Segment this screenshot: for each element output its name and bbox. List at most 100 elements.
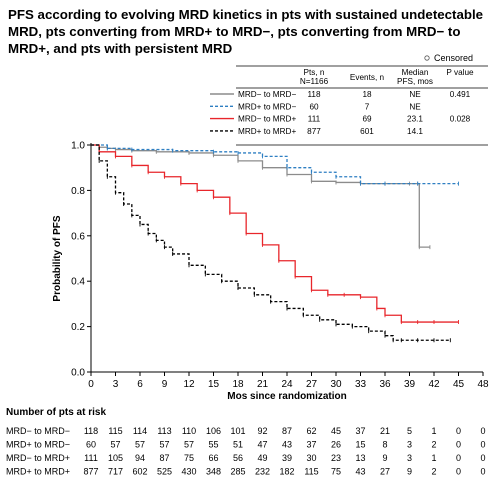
legend-pts: 111	[308, 115, 321, 124]
x-tick-label: 39	[404, 379, 416, 390]
risk-value: 49	[257, 453, 267, 463]
risk-value: 114	[133, 426, 147, 436]
x-tick-label: 48	[477, 379, 489, 390]
risk-value: 56	[233, 453, 243, 463]
legend-pvalue: 0.491	[450, 90, 471, 99]
legend-table: Censored Pts, n N=1166 Events, n Median …	[210, 53, 488, 146]
risk-table-title: Number of pts at risk	[6, 407, 107, 418]
legend-events: 7	[365, 102, 370, 111]
risk-value: 26	[331, 440, 341, 450]
risk-value: 55	[208, 440, 218, 450]
x-tick-label: 15	[208, 379, 220, 390]
risk-value: 2	[431, 440, 436, 450]
risk-value: 0	[456, 440, 461, 450]
legend-events: 601	[360, 127, 374, 136]
risk-value: 92	[257, 426, 267, 436]
risk-row-label: MRD− to MRD−	[6, 426, 70, 436]
y-tick-label: 0.2	[71, 322, 85, 333]
risk-value: 23	[331, 453, 341, 463]
x-tick-label: 45	[453, 379, 465, 390]
series-line-0	[91, 144, 430, 248]
legend-events: 69	[362, 115, 372, 124]
risk-value: 0	[480, 440, 485, 450]
y-tick-label: 0.8	[71, 186, 85, 197]
legend-series-name: MRD+ to MRD+	[238, 127, 296, 136]
risk-value: 2	[431, 467, 436, 477]
risk-value: 1	[431, 426, 436, 436]
risk-value: 111	[84, 453, 98, 463]
risk-value: 115	[304, 467, 318, 477]
risk-value: 877	[83, 467, 98, 477]
risk-value: 57	[159, 440, 169, 450]
legend-pts: 118	[307, 90, 320, 99]
censored-label: Censored	[434, 53, 473, 63]
risk-value: 348	[206, 467, 221, 477]
risk-value: 0	[456, 453, 461, 463]
axes: 0 3 6 9 12 15 18 21 24 27 30 33 36 39 42 45 480.00.20.40…	[52, 141, 489, 403]
risk-value: 110	[182, 426, 196, 436]
legend-events: 18	[362, 90, 372, 99]
x-tick-label: 24	[281, 379, 293, 390]
risk-value: 1	[431, 453, 436, 463]
legend-header-pts: Pts, n	[304, 68, 325, 77]
legend-header-pfs: PFS, mos	[397, 77, 433, 86]
risk-value: 62	[306, 426, 316, 436]
risk-value: 182	[279, 467, 294, 477]
risk-value: 0	[456, 467, 461, 477]
legend-series-name: MRD− to MRD−	[238, 90, 296, 99]
risk-value: 30	[306, 453, 316, 463]
risk-value: 8	[382, 440, 387, 450]
risk-value: 3	[407, 453, 412, 463]
x-tick-label: 21	[257, 379, 269, 390]
series-line-3	[91, 144, 451, 341]
x-tick-label: 27	[306, 379, 318, 390]
legend-median: 23.1	[407, 115, 423, 124]
x-tick-label: 42	[428, 379, 440, 390]
risk-value: 47	[257, 440, 267, 450]
x-tick-label: 36	[379, 379, 391, 390]
x-tick-label: 30	[330, 379, 342, 390]
risk-value: 39	[282, 453, 292, 463]
chart-title: PFS according to evolving MRD kinetics i…	[8, 7, 484, 56]
risk-value: 9	[407, 467, 412, 477]
risk-value: 37	[306, 440, 316, 450]
risk-value: 105	[108, 453, 123, 463]
legend-series-name: MRD+ to MRD−	[238, 102, 296, 111]
risk-value: 27	[380, 467, 390, 477]
legend-header-n: N=1166	[300, 77, 329, 86]
legend-series-name: MRD− to MRD+	[238, 115, 296, 124]
risk-value: 75	[331, 467, 341, 477]
risk-value: 37	[355, 426, 365, 436]
risk-value: 60	[86, 440, 96, 450]
risk-value: 43	[282, 440, 292, 450]
risk-value: 0	[480, 453, 485, 463]
y-tick-label: 0.6	[71, 231, 85, 242]
risk-table: MRD− to MRD− 118 115 114 113 110 106 101 92 87 62 4…	[6, 426, 486, 477]
series-line-2	[91, 144, 459, 323]
risk-value: 75	[184, 453, 194, 463]
y-axis-label: Probability of PFS	[52, 215, 63, 301]
risk-value: 106	[206, 426, 221, 436]
x-axis-label: Mos since randomization	[227, 391, 346, 402]
risk-value: 9	[382, 453, 387, 463]
risk-value: 13	[355, 453, 365, 463]
risk-value: 57	[184, 440, 194, 450]
risk-row-label: MRD+ to MRD+	[6, 467, 70, 477]
risk-value: 430	[181, 467, 196, 477]
x-tick-label: 18	[232, 379, 244, 390]
censored-marker-icon	[424, 55, 430, 61]
risk-value: 5	[407, 426, 412, 436]
legend-median: 14.1	[407, 127, 423, 136]
risk-row-label: MRD+ to MRD−	[6, 440, 70, 450]
risk-value: 57	[135, 440, 145, 450]
x-tick-label: 12	[183, 379, 195, 390]
legend-median: NE	[409, 90, 421, 99]
risk-value: 15	[355, 440, 365, 450]
risk-value: 43	[355, 467, 365, 477]
risk-value: 0	[456, 426, 461, 436]
risk-value: 118	[84, 426, 98, 436]
risk-value: 66	[208, 453, 218, 463]
curves	[91, 144, 459, 343]
risk-value: 94	[135, 453, 145, 463]
risk-value: 113	[157, 426, 171, 436]
